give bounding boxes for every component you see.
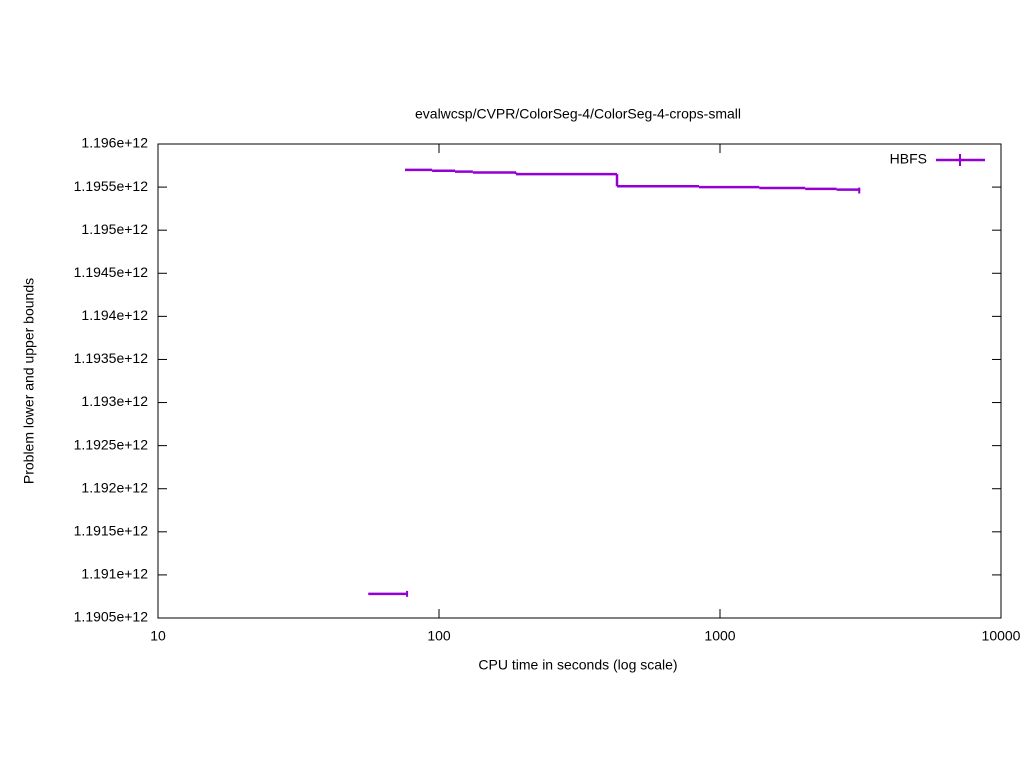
y-tick-label: 1.1935e+12 <box>74 350 149 366</box>
plot-frame <box>157 143 1002 619</box>
x-tick-label: 10000 <box>982 628 1021 644</box>
y-tick-label: 1.1915e+12 <box>74 523 149 539</box>
x-axis-label: CPU time in seconds (log scale) <box>478 657 677 673</box>
y-tick-label: 1.1905e+12 <box>74 609 149 625</box>
x-tick-label: 10 <box>150 628 166 644</box>
x-tick-label: 1000 <box>704 628 735 644</box>
legend-label: HBFS <box>890 151 927 167</box>
y-axis-label: Problem lower and upper bounds <box>21 278 37 484</box>
y-tick-label: 1.193e+12 <box>81 393 148 409</box>
y-tick-label: 1.191e+12 <box>81 566 148 582</box>
y-tick-label: 1.1925e+12 <box>74 436 149 452</box>
y-tick-label: 1.194e+12 <box>81 307 148 323</box>
y-tick-label: 1.195e+12 <box>81 221 148 237</box>
chart-title: evalwcsp/CVPR/ColorSeg-4/ColorSeg-4-crop… <box>415 106 741 122</box>
x-tick-label: 100 <box>427 628 451 644</box>
y-tick-label: 1.192e+12 <box>81 479 148 495</box>
y-tick-label: 1.1945e+12 <box>74 264 149 280</box>
y-tick-label: 1.196e+12 <box>81 135 148 151</box>
y-tick-label: 1.1955e+12 <box>74 178 149 194</box>
